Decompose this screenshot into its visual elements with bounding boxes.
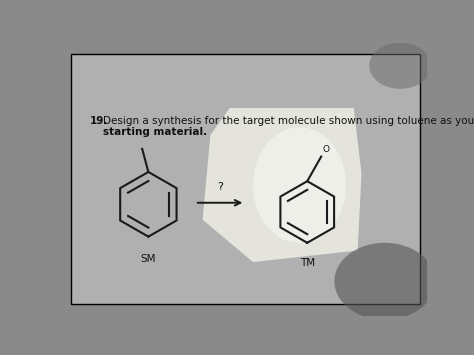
Text: O: O xyxy=(323,145,330,154)
Ellipse shape xyxy=(369,43,431,89)
Text: TM: TM xyxy=(300,258,315,268)
Text: Design a synthesis for the target molecule shown using toluene as your: Design a synthesis for the target molecu… xyxy=(103,116,474,126)
FancyBboxPatch shape xyxy=(71,54,419,304)
Text: starting material.: starting material. xyxy=(103,127,208,137)
Text: ?: ? xyxy=(217,182,223,192)
PathPatch shape xyxy=(202,108,362,262)
Text: 19.: 19. xyxy=(90,116,109,126)
Text: SM: SM xyxy=(141,253,156,263)
Ellipse shape xyxy=(253,127,346,243)
Ellipse shape xyxy=(334,243,435,320)
